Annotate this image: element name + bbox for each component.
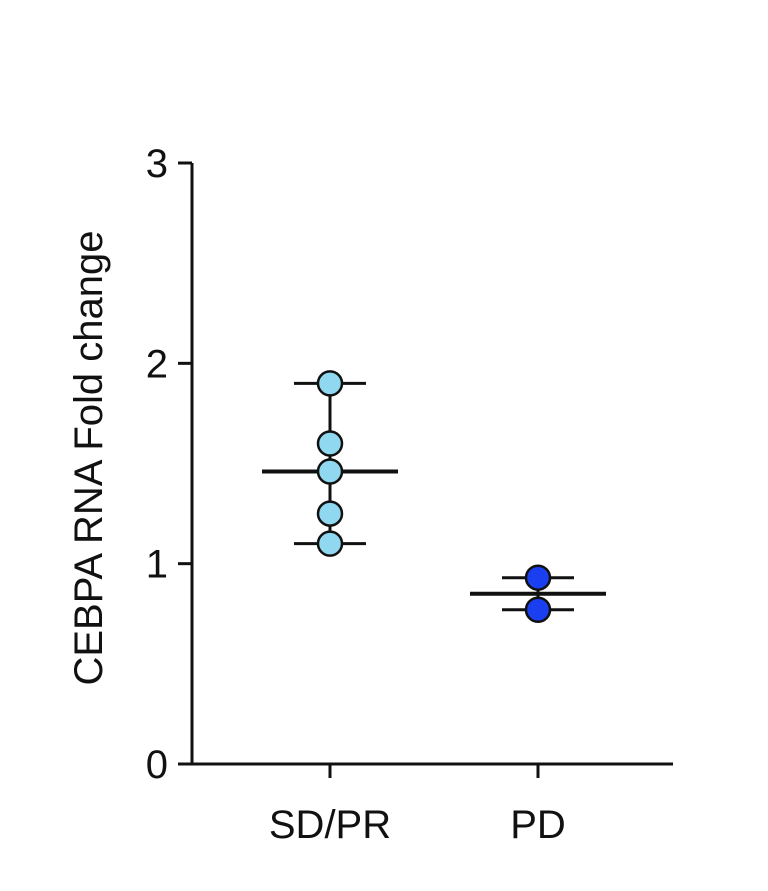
x-category-label: SD/PR <box>269 803 391 847</box>
data-point <box>316 370 344 397</box>
y-tick-label: 1 <box>146 543 168 587</box>
x-ticks: SD/PR PD <box>269 764 566 847</box>
y-tick-label: 0 <box>146 743 168 787</box>
y-axis-title: CEBPA RNA Fold change <box>67 230 111 685</box>
y-tick-label: 2 <box>146 342 168 386</box>
data-point <box>316 500 344 527</box>
y-tick-label: 3 <box>146 142 168 186</box>
data-point <box>316 458 344 485</box>
data-point <box>524 564 552 591</box>
plot-marks <box>262 370 606 623</box>
series-group <box>262 370 398 557</box>
data-point <box>316 430 344 457</box>
data-point <box>524 596 552 623</box>
axes <box>190 163 673 766</box>
series-group <box>470 564 606 623</box>
y-ticks: 0 1 2 3 <box>146 142 192 787</box>
data-point <box>316 530 344 557</box>
x-category-label: PD <box>510 803 566 847</box>
